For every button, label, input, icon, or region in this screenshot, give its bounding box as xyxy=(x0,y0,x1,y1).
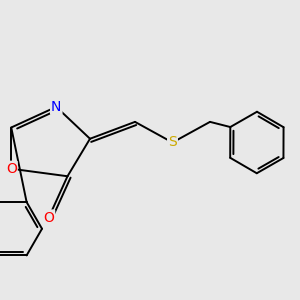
Text: S: S xyxy=(168,136,177,149)
Text: N: N xyxy=(51,100,62,114)
Text: O: O xyxy=(6,162,17,176)
Text: O: O xyxy=(43,211,54,224)
